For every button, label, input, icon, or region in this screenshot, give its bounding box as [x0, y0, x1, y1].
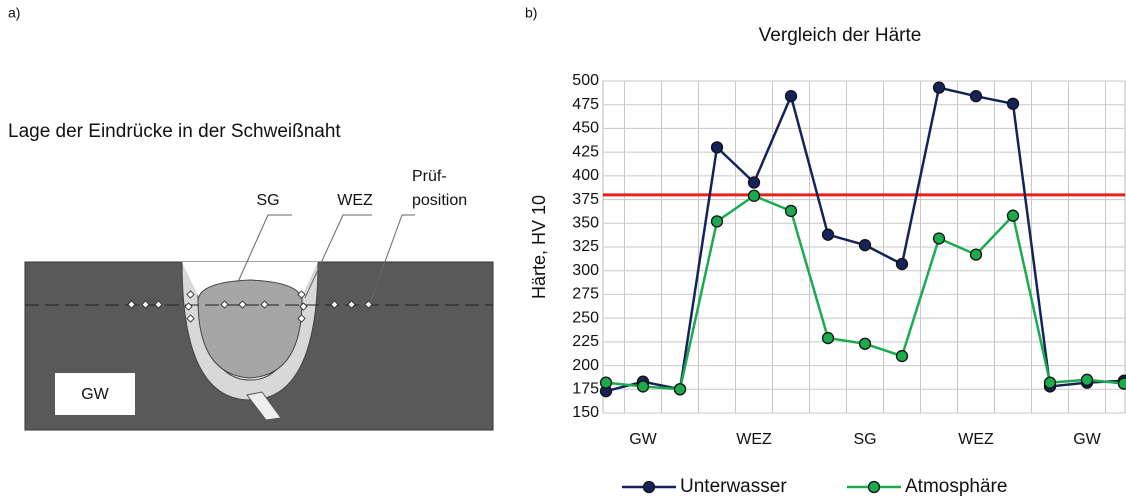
data-point — [932, 81, 946, 94]
data-point — [1043, 376, 1057, 389]
data-point — [932, 232, 946, 245]
data-point — [969, 248, 983, 261]
data-point — [1080, 373, 1094, 386]
y-tick-label: 150 — [572, 404, 599, 421]
panel-label: a) — [8, 5, 20, 21]
data-point — [858, 337, 872, 350]
x-tick-label: WEZ — [736, 431, 772, 448]
y-tick-label: 500 — [572, 72, 599, 89]
data-point — [747, 189, 761, 202]
y-tick-label: 200 — [572, 357, 599, 374]
data-point — [1006, 97, 1020, 110]
data-point — [1006, 209, 1020, 222]
data-point — [895, 349, 909, 363]
x-tick-label: SG — [853, 431, 876, 448]
y-tick-label: 425 — [572, 143, 599, 160]
data-point — [636, 380, 650, 393]
data-point — [710, 215, 724, 228]
chart-title: Vergleich der Härte — [759, 25, 922, 46]
data-point — [710, 141, 724, 154]
data-point — [895, 257, 909, 271]
y-tick-label: 325 — [572, 238, 599, 255]
legend-marker — [867, 480, 881, 494]
y-tick-label: 225 — [572, 333, 599, 350]
legend-marker — [642, 480, 656, 494]
data-point — [784, 204, 798, 218]
y-tick-label: 250 — [572, 309, 599, 326]
test-position-label: position — [412, 192, 467, 209]
y-tick-label: 175 — [572, 381, 599, 398]
y-axis-label: Härte, HV 10 — [529, 195, 549, 299]
data-point — [747, 176, 761, 189]
panel-label: b) — [525, 5, 537, 21]
x-tick-label: GW — [1073, 431, 1101, 448]
data-point — [969, 90, 983, 103]
gw-label: GW — [81, 386, 109, 403]
y-tick-label: 350 — [572, 215, 599, 232]
y-tick-label: 475 — [572, 96, 599, 113]
y-tick-label: 300 — [572, 262, 599, 279]
data-point — [821, 331, 835, 345]
y-tick-label: 375 — [572, 191, 599, 208]
wez-label: WEZ — [337, 192, 373, 209]
data-point — [1117, 377, 1126, 390]
data-point — [858, 238, 872, 252]
data-point — [599, 376, 613, 389]
weld-diagram — [24, 214, 494, 431]
data-point — [673, 383, 687, 396]
legend-label: Atmosphäre — [905, 476, 1007, 497]
data-point — [821, 228, 835, 241]
x-tick-label: WEZ — [958, 431, 994, 448]
legend-label: Unterwasser — [680, 476, 787, 497]
x-tick-label: GW — [629, 431, 657, 448]
sg-label: SG — [256, 192, 279, 209]
test-position-label: Prüf- — [412, 168, 447, 185]
diagram-title: Lage der Eindrücke in der Schweißnaht — [8, 121, 341, 142]
y-tick-label: 450 — [572, 120, 599, 137]
data-point — [784, 90, 798, 103]
y-tick-label: 275 — [572, 286, 599, 303]
y-tick-label: 400 — [572, 167, 599, 184]
